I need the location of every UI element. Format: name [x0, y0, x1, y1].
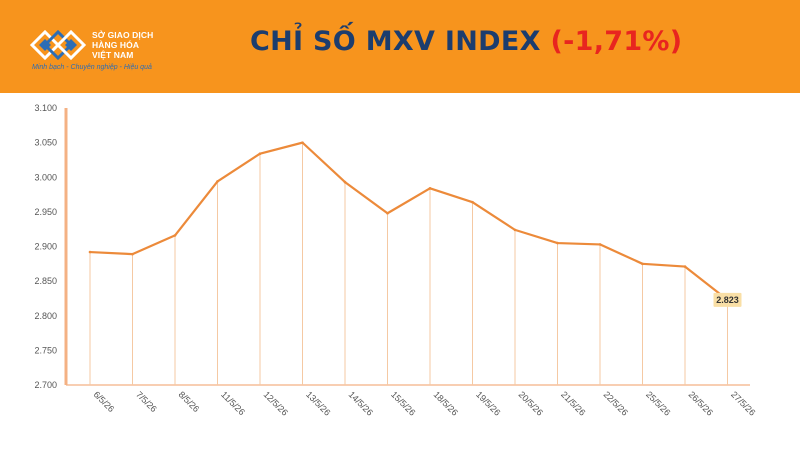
- x-tick-label: 22/5/26: [602, 389, 630, 417]
- change-percent: (-1,71%): [550, 26, 683, 57]
- data-point: [683, 265, 687, 268]
- x-tick-label: 20/5/26: [517, 389, 545, 417]
- chart-area: 2.700 2.750 2.800 2.850 2.900 2.950 3.000 3.050…: [0, 93, 800, 450]
- page-title: CHỈ SỐ MXV INDEX (-1,71%): [250, 26, 682, 57]
- data-point: [343, 180, 347, 184]
- x-tick-label: 25/5/26: [644, 389, 672, 417]
- logo-slogan: Minh bạch - Chuyên nghiệp - Hiệu quả: [32, 64, 152, 71]
- x-tick-label: 12/5/26: [262, 389, 290, 417]
- logo-name-line: SỞ GIAO DỊCH: [92, 30, 154, 40]
- y-tick-label: 3.050: [34, 138, 57, 148]
- logo: SỞ GIAO DỊCH HÀNG HÓA VIỆT NAM Minh bạch…: [30, 28, 170, 78]
- y-tick-label: 2.750: [34, 345, 57, 355]
- x-tick-label: 13/5/26: [304, 389, 332, 417]
- y-tick-label: 3.000: [34, 172, 57, 182]
- data-point: [598, 243, 602, 246]
- line-chart: 2.700 2.750 2.800 2.850 2.900 2.950 3.000 3.050…: [34, 103, 757, 418]
- y-tick-label: 2.850: [34, 276, 57, 286]
- data-point: [301, 141, 304, 144]
- logo-name-line: VIỆT NAM: [92, 50, 134, 60]
- y-tick-label: 3.100: [34, 103, 57, 113]
- title-text: CHỈ SỐ MXV INDEX: [250, 26, 541, 57]
- header-banner: SỞ GIAO DỊCH HÀNG HÓA VIỆT NAM Minh bạch…: [0, 0, 800, 93]
- x-tick-label: 14/5/26: [347, 389, 375, 417]
- x-tick-label: 18/5/26: [432, 389, 460, 417]
- y-tick-label: 2.700: [34, 380, 57, 390]
- last-value-label: 2.823: [716, 295, 739, 305]
- data-point: [641, 262, 644, 266]
- data-point: [173, 234, 177, 237]
- data-point: [258, 152, 262, 156]
- data-point: [556, 241, 559, 245]
- data-point: [88, 250, 92, 254]
- logo-name: SỞ GIAO DỊCH HÀNG HÓA VIỆT NAM: [92, 30, 162, 60]
- x-tick-label: 21/5/26: [559, 389, 587, 417]
- series-line: [89, 141, 729, 301]
- logo-name-line: HÀNG HÓA: [92, 40, 140, 50]
- y-tick-label: 2.800: [34, 311, 57, 321]
- x-tick-label: 11/5/26: [219, 389, 247, 417]
- logo-mark-icon: [30, 30, 87, 60]
- x-tick-label: 26/5/26: [687, 389, 715, 417]
- y-tick-label: 2.900: [34, 242, 57, 252]
- data-point: [428, 187, 432, 190]
- data-point: [513, 228, 517, 232]
- x-tick-label: 8/5/26: [177, 389, 202, 414]
- x-tick-label: 7/5/26: [134, 389, 159, 414]
- data-point: [471, 200, 474, 204]
- y-tick-label: 2.950: [34, 207, 57, 217]
- data-point: [386, 211, 389, 215]
- x-tick-label: 27/5/26: [729, 389, 757, 417]
- x-tick-label: 19/5/26: [474, 389, 502, 417]
- data-point: [216, 180, 219, 183]
- x-tick-label: 15/5/26: [389, 389, 417, 417]
- x-tick-label: 6/5/26: [92, 389, 117, 414]
- last-value-label-box: [713, 292, 742, 307]
- data-point: [131, 252, 134, 256]
